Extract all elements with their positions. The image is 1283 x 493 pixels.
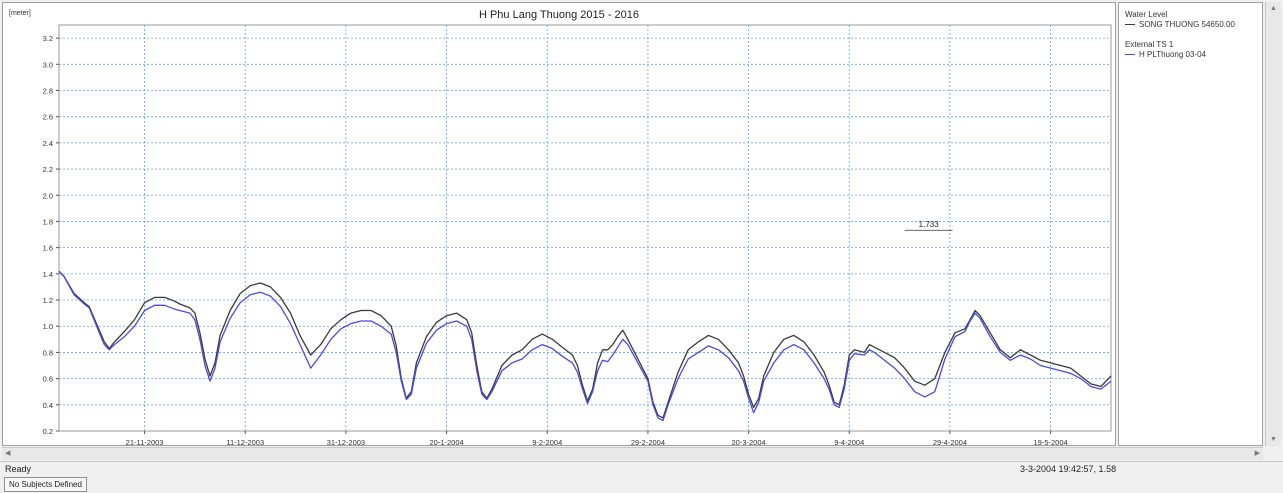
legend-panel: Water Level SONG THUONG 54650.00 External …: [1118, 2, 1263, 446]
y-tick-label: 0.4: [43, 401, 53, 410]
series-line-1: [58, 270, 1112, 419]
x-tick-label: 29-2-2004: [631, 438, 665, 445]
grid-lines: [59, 25, 1111, 432]
series-line-2: [58, 270, 1112, 422]
scroll-down-arrow-icon[interactable]: ▼: [1270, 436, 1277, 443]
scroll-left-arrow-icon[interactable]: ◀: [5, 450, 11, 457]
y-tick-label: 3.0: [43, 60, 53, 69]
legend-label: SONG THUONG 54650.00: [1139, 20, 1235, 29]
x-tick-label: 19-5-2004: [1033, 438, 1067, 445]
vertical-scrollbar[interactable]: ▲ ▼: [1265, 2, 1281, 446]
legend-entry: SONG THUONG 54650.00: [1125, 20, 1235, 29]
status-text: Ready: [5, 464, 32, 474]
cursor-readout: 3-3-2004 19:42:57, 1.58: [1020, 464, 1117, 474]
x-tick-label: 11-12-2003: [226, 438, 264, 445]
y-axis-label: [meter]: [9, 10, 31, 17]
legend-entry: H PLThuong 03-04: [1125, 50, 1206, 59]
legend-group-title: Water Level: [1125, 10, 1168, 19]
plot-area-frame: [58, 24, 1112, 432]
y-tick-label: 1.4: [43, 270, 53, 279]
x-tick-label: 31-12-2003: [327, 438, 365, 445]
y-tick-label: 2.6: [43, 113, 53, 122]
y-tick-label: 1.8: [43, 217, 53, 226]
x-tick-label: 9-4-2004: [834, 438, 864, 445]
x-tick-label: 29-4-2004: [933, 438, 967, 445]
scroll-up-arrow-icon[interactable]: ▲: [1270, 5, 1277, 12]
chart[interactable]: 0.2 0.4 0.6 0.8 1.0 1.2 1.4 1.6 1.8 2.0 2.2 2.4 2.6 2…: [3, 3, 1115, 447]
y-tick-label: 2.8: [43, 86, 53, 95]
scroll-right-arrow-icon[interactable]: ▶: [1254, 450, 1260, 457]
y-tick-label: 2.4: [43, 139, 53, 148]
annotation: 1.733: [904, 220, 953, 231]
series-lines: [58, 270, 1112, 422]
x-tick-label: 20-1-2004: [429, 438, 463, 445]
y-tick-label: 3.2: [43, 34, 53, 43]
y-tick-label: 0.6: [43, 375, 53, 384]
legend-swatch: [1125, 24, 1135, 25]
y-tick-label: 2.0: [43, 191, 53, 200]
y-tick-label: 1.0: [43, 322, 53, 331]
y-tick-label: 0.8: [43, 348, 53, 357]
y-tick-label: 0.2: [43, 427, 53, 436]
legend-label: H PLThuong 03-04: [1139, 50, 1207, 59]
horizontal-scrollbar[interactable]: ◀ ▶: [2, 447, 1263, 460]
y-tick-label: 1.6: [43, 244, 53, 253]
legend-swatch: [1125, 54, 1135, 55]
y-tick-label: 2.2: [43, 165, 53, 174]
x-tick-label: 20-3-2004: [731, 438, 765, 445]
legend-group-title: External TS 1: [1125, 40, 1174, 49]
x-tick-label: 21-11-2003: [126, 438, 164, 445]
x-tick-label: 9-2-2004: [532, 438, 562, 445]
status-bar: Ready 3-3-2004 19:42:57, 1.58 No Subject…: [0, 461, 1283, 493]
plot-panel[interactable]: 0.2 0.4 0.6 0.8 1.0 1.2 1.4 1.6 1.8 2.0 2.2 2.4 2.6 2…: [2, 2, 1116, 447]
no-subjects-button[interactable]: No Subjects Defined: [4, 477, 87, 492]
y-axis-ticks: 0.2 0.4 0.6 0.8 1.0 1.2 1.4 1.6 1.8 2.0 2.2 2.4 2.6 2…: [43, 34, 59, 436]
y-tick-label: 1.2: [43, 296, 53, 305]
x-axis-ticks: 21-11-2003 11-12-2003 31-12-2003 20-1-2004 9…: [126, 431, 1068, 447]
chart-title: H Phu Lang Thuong 2015 - 2016: [479, 9, 639, 21]
annotation-label: 1.733: [919, 220, 940, 229]
